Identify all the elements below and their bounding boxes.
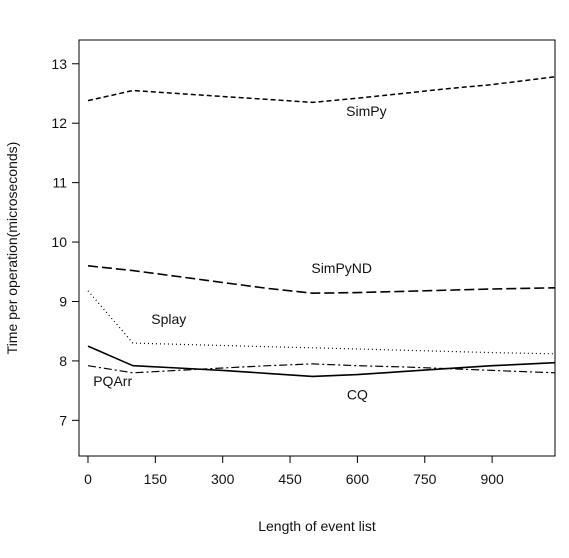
series-annotation-simpy: SimPy (346, 103, 386, 119)
series-line-pqarr (87, 363, 555, 374)
x-tick-label: 900 (480, 471, 504, 487)
x-tick-label: 0 (84, 471, 92, 487)
series-line-simpynd (87, 265, 555, 295)
series-line-cq (87, 345, 555, 378)
x-tick-label: 750 (413, 471, 437, 487)
series-annotations: SimPy SimPyND Splay PQArr CQ (93, 103, 386, 402)
y-tick-label: 10 (51, 234, 67, 250)
plot-frame (78, 39, 556, 457)
series-annotation-simpynd: SimPyND (311, 260, 372, 276)
series-annotation-splay: Splay (151, 311, 186, 327)
y-tick-label: 8 (59, 353, 67, 369)
y-axis: 7 8 9 10 11 12 13 (51, 56, 79, 428)
y-tick-label: 7 (59, 412, 67, 428)
series-lines (87, 76, 555, 378)
x-axis-label: Length of event list (258, 518, 376, 534)
y-tick-label: 11 (52, 175, 67, 191)
y-tick-label: 9 (59, 293, 67, 309)
series-line-simpy (87, 76, 555, 104)
y-tick-label: 12 (51, 115, 67, 131)
series-line-splay (87, 290, 555, 355)
x-tick-label: 450 (278, 471, 302, 487)
y-axis-label: Time per operation(microseconds) (4, 142, 20, 355)
y-tick-label: 13 (51, 56, 67, 72)
x-axis: 0 150 300 450 600 750 900 (84, 456, 504, 487)
x-tick-label: 150 (144, 471, 168, 487)
series-annotation-cq: CQ (347, 387, 368, 403)
x-tick-label: 300 (211, 471, 235, 487)
x-tick-label: 600 (346, 471, 370, 487)
series-annotation-pqarr: PQArr (93, 373, 132, 389)
